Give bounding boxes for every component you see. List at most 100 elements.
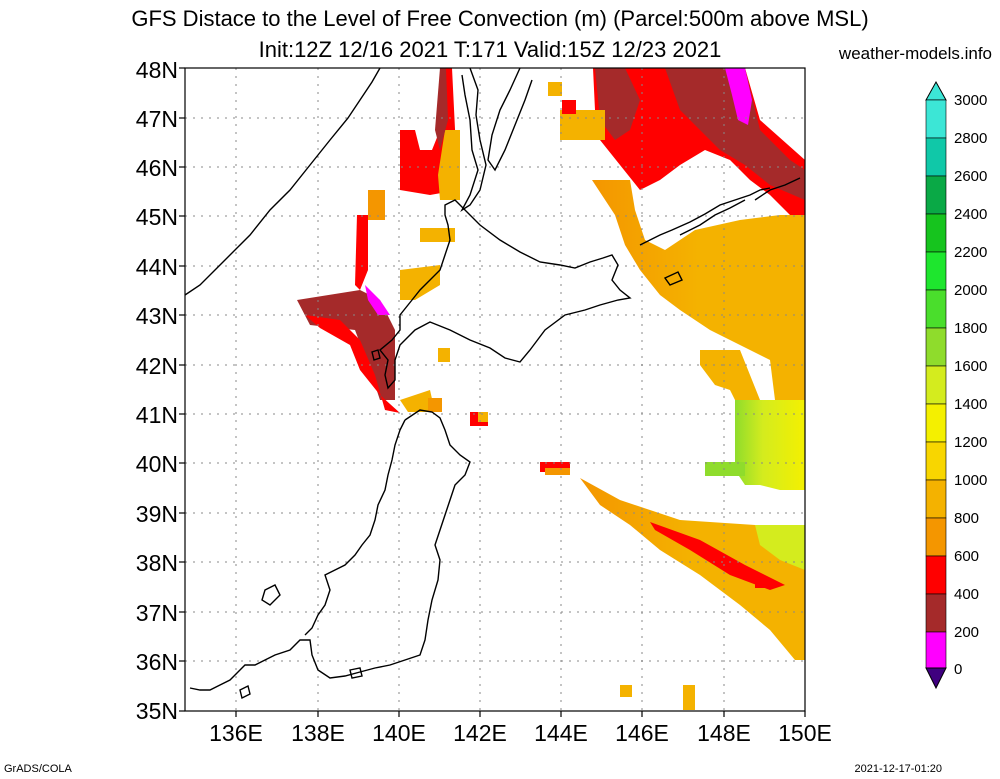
- footer-software: GrADS/COLA: [4, 763, 72, 775]
- lat-label-44n: 44N: [135, 254, 178, 280]
- colorbar-seg-8: [925, 403, 947, 443]
- colorbar-label-2000: 2000: [954, 282, 988, 299]
- colorbar-seg-7: [925, 365, 947, 405]
- tick-marks: [179, 67, 806, 717]
- grid-lines: [185, 68, 805, 711]
- field-patch-se: [580, 478, 805, 660]
- colorbar-seg-13: [925, 593, 947, 633]
- colorbar-seg-6: [925, 327, 947, 367]
- colorbar-label-2400: 2400: [954, 206, 988, 223]
- lon-label-148e: 148E: [697, 720, 751, 746]
- field-patch-mid-orange: [400, 265, 440, 300]
- field-patch-se-red2: [755, 578, 770, 588]
- colorbar-top-arrow: [925, 80, 947, 101]
- field-patch-west-red: [305, 315, 400, 413]
- colorbar-seg-2: [925, 175, 947, 215]
- colorbar-label-1200: 1200: [954, 434, 988, 451]
- coast-hokkaido: [379, 199, 632, 390]
- field-patch-se-red: [650, 522, 785, 590]
- coast-kurils: [639, 177, 801, 246]
- plot-frame: [184, 67, 806, 712]
- colorbar-label-2200: 2200: [954, 244, 988, 261]
- lat-label-48n: 48N: [135, 57, 178, 83]
- lon-label-142e: 142E: [453, 720, 507, 746]
- lat-label-47n: 47N: [135, 106, 178, 132]
- lon-label-150e: 150E: [778, 720, 832, 746]
- field-patch-north-brown: [435, 68, 448, 150]
- field-patch-small-orange: [478, 412, 488, 422]
- field-patch-red-ne4: [562, 100, 576, 114]
- coast-island5: [349, 667, 363, 679]
- coast-island3: [261, 584, 281, 606]
- colorbar-label-3000: 3000: [954, 92, 988, 109]
- lat-label-43n: 43N: [135, 303, 178, 329]
- lat-label-35n: 35N: [135, 698, 178, 724]
- lat-label-45n: 45N: [135, 204, 178, 230]
- field-patch-small-orange2: [545, 468, 570, 475]
- field-layer: [297, 68, 805, 710]
- field-patch-mid-orange3: [438, 348, 450, 362]
- colorbar-label-2600: 2600: [954, 168, 988, 185]
- field-patch-ne-brown2: [595, 68, 640, 140]
- colorbar-seg-11: [925, 517, 947, 557]
- coast-island4: [239, 684, 251, 700]
- colorbar-label-800: 800: [954, 510, 980, 527]
- colorbar-seg-4: [925, 251, 947, 291]
- site-credit: weather-models.info: [838, 44, 992, 63]
- lon-label-136e: 136E: [209, 720, 263, 746]
- footer-timestamp: 2021-12-17-01:20: [854, 763, 942, 775]
- colorbar-bottom-arrow: [925, 667, 947, 690]
- colorbar-label-1800: 1800: [954, 320, 988, 337]
- colorbar-seg-14: [925, 631, 947, 669]
- field-patch-tiny2: [683, 685, 695, 710]
- map-subtitle: Init:12Z 12/16 2021 T:171 Valid:15Z 12/2…: [258, 37, 722, 62]
- colorbar-seg-12: [925, 555, 947, 595]
- field-patch-green: [735, 400, 805, 490]
- colorbar: [925, 80, 947, 690]
- lat-label-37n: 37N: [135, 600, 178, 626]
- coast-island1: [663, 271, 683, 286]
- lon-label-140e: 140E: [372, 720, 426, 746]
- colorbar-label-1400: 1400: [954, 396, 988, 413]
- lon-label-144e: 144E: [534, 720, 588, 746]
- field-patch-west-mag: [365, 285, 390, 315]
- colorbar-label-600: 600: [954, 548, 980, 565]
- colorbar-label-0: 0: [954, 661, 963, 678]
- lat-label-46n: 46N: [135, 155, 178, 181]
- coast-honshu: [189, 409, 471, 691]
- field-patch-green2: [705, 462, 745, 476]
- field-patch-tiny1: [620, 685, 632, 697]
- colorbar-seg-9: [925, 441, 947, 481]
- colorbar-label-200: 200: [954, 624, 980, 641]
- field-patch-west-orange: [368, 190, 385, 220]
- field-patch-orange-ne3: [548, 82, 562, 96]
- field-patch-tsugaru2: [428, 398, 442, 412]
- field-patch-mid-orange2: [420, 228, 455, 242]
- colorbar-label-1000: 1000: [954, 472, 988, 489]
- field-patch-magenta: [725, 68, 752, 125]
- coast-mainland: [185, 68, 381, 296]
- field-patch-west-red2: [355, 215, 368, 290]
- field-patch-orange-ne: [592, 180, 805, 400]
- lat-label-41n: 41N: [135, 402, 178, 428]
- field-patch-orange-ne2: [560, 110, 605, 140]
- colorbar-label-1600: 1600: [954, 358, 988, 375]
- colorbar-label-400: 400: [954, 586, 980, 603]
- lon-label-138e: 138E: [291, 720, 345, 746]
- colorbar-seg-1: [925, 137, 947, 177]
- coast-island2: [371, 349, 381, 361]
- lat-label-36n: 36N: [135, 649, 178, 675]
- colorbar-label-2800: 2800: [954, 130, 988, 147]
- field-patch-north-orange: [438, 130, 460, 200]
- colorbar-seg-3: [925, 213, 947, 253]
- colorbar-seg-0: [925, 99, 947, 139]
- map-title: GFS Distace to the Level of Free Convect…: [131, 6, 869, 31]
- lat-label-42n: 42N: [135, 353, 178, 379]
- lon-label-146e: 146E: [615, 720, 669, 746]
- colorbar-seg-10: [925, 479, 947, 519]
- field-patch-tsugaru: [400, 390, 435, 412]
- lat-label-39n: 39N: [135, 501, 178, 527]
- field-patch-se-yellow: [755, 525, 805, 570]
- field-patch-small-red2: [540, 462, 570, 472]
